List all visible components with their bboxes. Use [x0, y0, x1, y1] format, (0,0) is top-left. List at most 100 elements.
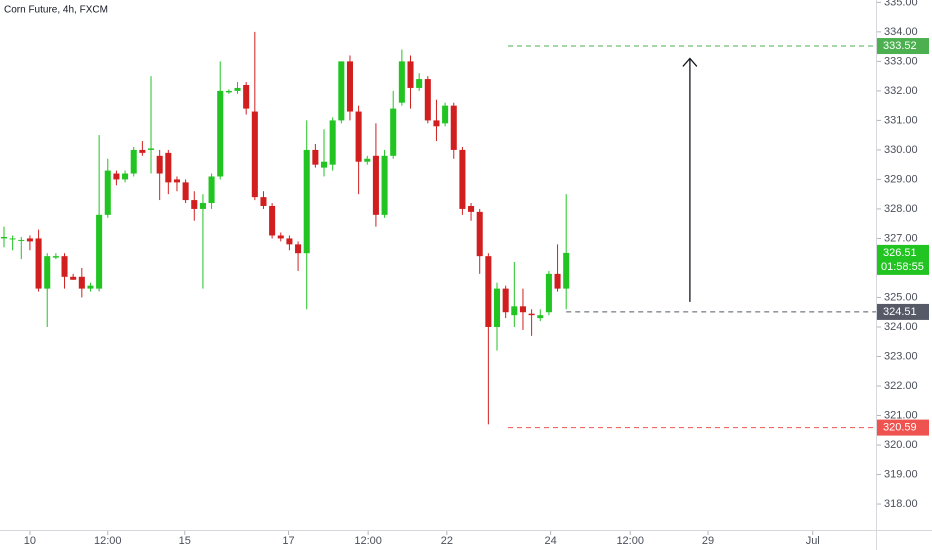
candle-body — [338, 61, 345, 121]
candle-body — [70, 276, 77, 280]
candle-body — [364, 158, 371, 162]
x-tick-label: 17 — [282, 535, 294, 547]
candle-body — [303, 149, 310, 254]
candle-body — [52, 256, 59, 258]
y-tick-label: 329.00 — [884, 173, 918, 185]
candle-body — [545, 273, 552, 313]
current-price-label: 326.51 — [883, 247, 917, 259]
x-tick-label: 12:00 — [354, 535, 382, 547]
y-tick-label: 332.00 — [884, 85, 918, 97]
candle-body — [156, 155, 163, 174]
y-tick-label: 323.00 — [884, 350, 918, 362]
candle-body — [485, 256, 492, 327]
candle-body — [563, 252, 570, 289]
x-tick-label: Jul — [806, 535, 820, 547]
candle-body — [320, 161, 328, 168]
x-tick-label: 22 — [441, 535, 453, 547]
arrow-head — [682, 57, 698, 67]
candle-body — [9, 238, 16, 240]
candle-body — [277, 235, 284, 239]
y-tick-label: 327.00 — [884, 232, 918, 244]
x-tick-label: 10 — [24, 535, 36, 547]
candle-body — [18, 239, 25, 241]
candle-body — [468, 205, 475, 212]
candle-body — [312, 149, 319, 165]
candle-body — [234, 87, 241, 91]
x-tick-label: 12:00 — [616, 535, 644, 547]
candle-body — [554, 273, 561, 289]
candle-body — [26, 238, 33, 242]
candle-body — [173, 179, 180, 183]
y-tick-label: 320.00 — [884, 439, 918, 451]
candle-body — [502, 288, 509, 313]
current-price-box — [877, 244, 929, 275]
price-label-box — [877, 419, 929, 436]
x-tick-label: 12:00 — [94, 535, 122, 547]
candle-body — [147, 148, 155, 150]
price-label: 324.51 — [883, 306, 917, 318]
price-label-box — [877, 38, 929, 55]
y-tick-label: 325.00 — [884, 291, 918, 303]
y-tick-label: 331.00 — [884, 114, 918, 126]
candle-body — [381, 155, 388, 215]
candle-body — [519, 306, 526, 313]
candle-body — [450, 105, 457, 150]
y-tick-label: 328.00 — [884, 203, 918, 215]
candle-body — [225, 90, 232, 93]
candle-body — [511, 306, 518, 316]
candle-body — [208, 176, 215, 204]
candle-body — [251, 111, 258, 198]
y-tick-label: 333.00 — [884, 55, 918, 67]
x-tick-label: 15 — [179, 535, 191, 547]
candle-body — [433, 120, 440, 127]
candle-body — [346, 61, 353, 112]
candle-body — [528, 313, 535, 316]
candle-body — [78, 276, 85, 289]
candle-body — [191, 200, 198, 209]
candle-body — [459, 149, 466, 209]
y-tick-label: 334.00 — [884, 26, 918, 38]
x-tick-label: 29 — [702, 535, 714, 547]
chart-title: Corn Future, 4h, FXCM — [4, 5, 108, 16]
x-tick-label: 24 — [545, 535, 557, 547]
countdown-label: 01:58:55 — [881, 261, 924, 273]
candle-body — [0, 236, 8, 239]
candle-body — [217, 90, 224, 177]
candle-body — [390, 108, 397, 156]
candle-body — [182, 182, 189, 201]
y-tick-label: 319.00 — [884, 468, 918, 480]
candle-body — [199, 203, 206, 209]
candle-body — [165, 152, 172, 183]
candle-body — [286, 238, 293, 245]
candle-body — [442, 105, 449, 124]
y-tick-label: 324.00 — [884, 321, 918, 333]
candle-body — [329, 120, 336, 165]
candle-body — [407, 61, 414, 88]
candle-body — [295, 244, 302, 254]
candle-body — [476, 211, 483, 257]
y-tick-label: 318.00 — [884, 498, 918, 510]
price-label: 320.59 — [883, 422, 917, 434]
candle-body — [61, 256, 68, 277]
y-tick-label: 322.00 — [884, 380, 918, 392]
candle-body — [424, 79, 431, 121]
candle-body — [372, 155, 379, 215]
candle-body — [44, 256, 51, 289]
candle-body — [260, 197, 267, 206]
candle-body — [243, 84, 250, 109]
price-label: 333.52 — [883, 40, 917, 52]
y-tick-label: 321.00 — [884, 409, 918, 421]
candle-body — [96, 214, 103, 289]
candle-body — [104, 170, 111, 215]
candle-body — [139, 149, 146, 153]
candle-body — [35, 238, 42, 289]
candle-body — [355, 111, 362, 162]
candle-body — [113, 173, 120, 180]
candle-body — [537, 315, 544, 319]
candle-body — [130, 149, 137, 174]
price-label-box — [877, 303, 929, 320]
y-tick-label: 330.00 — [884, 144, 918, 156]
candle-body — [87, 285, 94, 289]
